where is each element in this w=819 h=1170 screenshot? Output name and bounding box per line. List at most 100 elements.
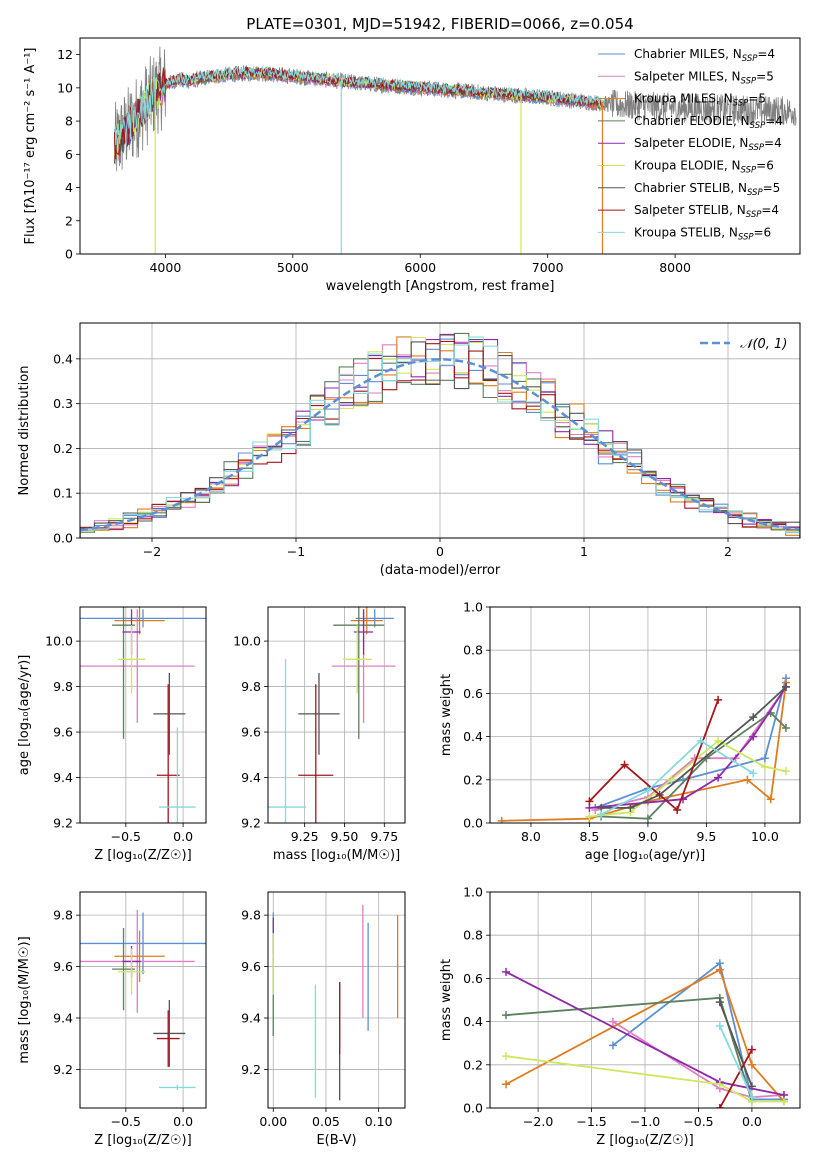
age-vs-Z-ytick-label: 9.2 bbox=[53, 816, 73, 831]
mass-vs-Z-ytick-label: 9.4 bbox=[53, 1011, 73, 1026]
model-spectrum-line bbox=[113, 66, 605, 146]
weight-marker bbox=[715, 998, 724, 1007]
residuals-xtick-label: −2 bbox=[143, 544, 161, 559]
weight-marker bbox=[766, 795, 775, 804]
weight-line bbox=[501, 682, 787, 822]
age-vs-Z-ytick-label: 9.6 bbox=[53, 725, 73, 740]
mass-vs-ebv-ytick-label: 9.8 bbox=[241, 908, 261, 923]
mass-vs-Z-ytick-label: 9.8 bbox=[53, 908, 73, 923]
weight-marker bbox=[747, 1045, 756, 1054]
age-vs-Z-frame bbox=[79, 606, 207, 824]
age-vs-mass-ytick-label: 9.6 bbox=[241, 725, 261, 740]
legend-label: Kroupa MILES, NSSP=5 bbox=[634, 92, 766, 109]
mass-vs-ebv-xtick-label: 0.05 bbox=[312, 1114, 340, 1129]
weight-vs-Z-ytick-label: 0.6 bbox=[463, 971, 483, 986]
spectrum-ytick-label: 2 bbox=[65, 213, 73, 228]
weight-marker bbox=[626, 803, 635, 812]
weight-vs-age-ytick-label: 0.6 bbox=[463, 686, 483, 701]
age-vs-Z-plot-area bbox=[80, 607, 206, 823]
age-vs-mass-xtick-label: 9.75 bbox=[370, 829, 398, 844]
spectrum-ylabel: Flux [fλ10⁻¹⁷ erg cm⁻² s⁻¹ A⁻¹] bbox=[23, 48, 38, 245]
mass-vs-ebv-ytick-label: 9.2 bbox=[241, 1062, 261, 1077]
weight-vs-Z-plot-area bbox=[502, 959, 788, 1108]
weight-marker bbox=[608, 1041, 617, 1050]
weight-vs-age-frame bbox=[489, 606, 801, 824]
residuals-xlabel: (data-model)/error bbox=[380, 563, 501, 578]
weight-marker bbox=[667, 775, 676, 784]
weight-marker bbox=[747, 1082, 756, 1091]
mass-vs-ebv-xtick-label: 0.00 bbox=[259, 1114, 287, 1129]
weight-marker bbox=[747, 1060, 756, 1069]
mass-vs-Z-ylabel: mass [log₁₀(M/M☉)] bbox=[17, 936, 32, 1063]
spectrum-xtick-label: 5000 bbox=[277, 260, 309, 275]
age-vs-Z-ytick-label: 9.8 bbox=[53, 679, 73, 694]
weight-vs-age-ytick-label: 1.0 bbox=[463, 600, 483, 615]
mass-vs-ebv-xtick-label: 0.10 bbox=[365, 1114, 393, 1129]
weight-marker bbox=[749, 713, 758, 722]
legend-label: Chabrier STELIB, NSSP=5 bbox=[634, 181, 780, 198]
weight-line bbox=[719, 1049, 753, 1108]
residuals-panel: −2 −1 0 1 2 0.0 0.1 0.2 0.3 0.4 (data-model)/error… bbox=[17, 322, 801, 578]
age-vs-Z-xlabel: Z [log₁₀(Z/Z☉)] bbox=[94, 848, 191, 863]
residuals-xtick-label: 2 bbox=[724, 544, 732, 559]
weight-vs-age-ytick-label: 0.8 bbox=[463, 643, 483, 658]
weight-marker bbox=[714, 695, 723, 704]
weight-marker bbox=[747, 1093, 756, 1102]
mass-vs-Z-xlabel: Z [log₁₀(Z/Z☉)] bbox=[94, 1133, 191, 1148]
age-vs-mass-plot-area bbox=[268, 607, 396, 823]
residuals-legend: 𝒩(0, 1) bbox=[700, 337, 787, 352]
weight-vs-Z-xtick-label: −1.5 bbox=[576, 1114, 606, 1129]
residual-histogram bbox=[80, 340, 800, 538]
spectrum-ytick-label: 6 bbox=[65, 147, 73, 162]
spectrum-ytick-label: 0 bbox=[65, 247, 73, 262]
weight-vs-Z-ylabel: mass weight bbox=[439, 959, 454, 1041]
age-vs-mass-ytick-label: 9.4 bbox=[241, 770, 261, 785]
weight-vs-Z-xtick-label: −2.0 bbox=[523, 1114, 553, 1129]
weight-marker bbox=[502, 1052, 511, 1061]
spectrum-xtick-label: 4000 bbox=[149, 260, 181, 275]
weight-marker bbox=[497, 816, 506, 823]
weight-vs-Z-panel: −2.0 −1.5 −1.0 −0.5 0.0 0.0 0.2 0.4 0.6 0.8 1.0 Z [… bbox=[439, 885, 801, 1148]
residuals-ytick-label: 0.4 bbox=[53, 351, 73, 366]
age-vs-mass-ytick-label: 9.8 bbox=[241, 679, 261, 694]
weight-vs-age-xtick-label: 8.5 bbox=[579, 829, 599, 844]
weight-vs-age-xtick-label: 10.0 bbox=[751, 829, 779, 844]
weight-marker bbox=[502, 1080, 511, 1089]
weight-marker bbox=[749, 769, 758, 778]
legend-label: Kroupa STELIB, NSSP=6 bbox=[634, 225, 771, 242]
weight-marker bbox=[502, 1011, 511, 1020]
age-vs-mass-ytick-label: 10.0 bbox=[233, 634, 261, 649]
age-vs-mass-ytick-label: 9.2 bbox=[241, 816, 261, 831]
weight-vs-Z-xtick-label: −0.5 bbox=[683, 1114, 713, 1129]
weight-marker bbox=[749, 732, 758, 741]
observed-spectrum-line bbox=[114, 46, 797, 172]
age-vs-mass-frame bbox=[267, 606, 406, 824]
weight-marker bbox=[781, 682, 790, 691]
legend-label: Kroupa ELODIE, NSSP=6 bbox=[634, 159, 774, 176]
mass-vs-Z-plot-area bbox=[80, 910, 206, 1090]
weight-marker bbox=[715, 1104, 724, 1108]
mass-vs-ebv-ytick-label: 9.4 bbox=[241, 1011, 261, 1026]
age-vs-Z-xtick-label: 0.0 bbox=[173, 829, 193, 844]
weight-vs-age-xtick-label: 9.0 bbox=[638, 829, 658, 844]
weight-vs-age-xlabel: age [log₁₀(age/yr)] bbox=[585, 848, 706, 863]
weight-marker bbox=[714, 736, 723, 745]
weight-vs-age-panel: 8.0 8.5 9.0 9.5 10.0 0.0 0.2 0.4 0.6 0.8 1.0 age [l… bbox=[439, 600, 801, 863]
mass-vs-ebv-xlabel: E(B-V) bbox=[316, 1133, 356, 1148]
spectrum-legend: Chabrier MILES, NSSP=4 Salpeter MILES, NS… bbox=[598, 47, 783, 242]
residuals-ytick-label: 0.1 bbox=[53, 486, 73, 501]
mass-vs-ebv-ytick-label: 9.6 bbox=[241, 959, 261, 974]
spectrum-xtick-label: 7000 bbox=[532, 260, 564, 275]
weight-marker bbox=[673, 806, 682, 815]
normal-curve bbox=[80, 358, 800, 532]
weight-marker bbox=[502, 967, 511, 976]
spectrum-ytick-label: 12 bbox=[57, 47, 73, 62]
mass-vs-Z-xtick-label: −0.5 bbox=[111, 1114, 141, 1129]
weight-marker bbox=[781, 767, 790, 776]
weight-line bbox=[718, 1025, 753, 1098]
spectrum-ytick-label: 8 bbox=[65, 114, 73, 129]
legend-label: Salpeter STELIB, NSSP=4 bbox=[634, 203, 779, 220]
weight-marker bbox=[760, 754, 769, 763]
weight-marker bbox=[779, 1097, 788, 1106]
